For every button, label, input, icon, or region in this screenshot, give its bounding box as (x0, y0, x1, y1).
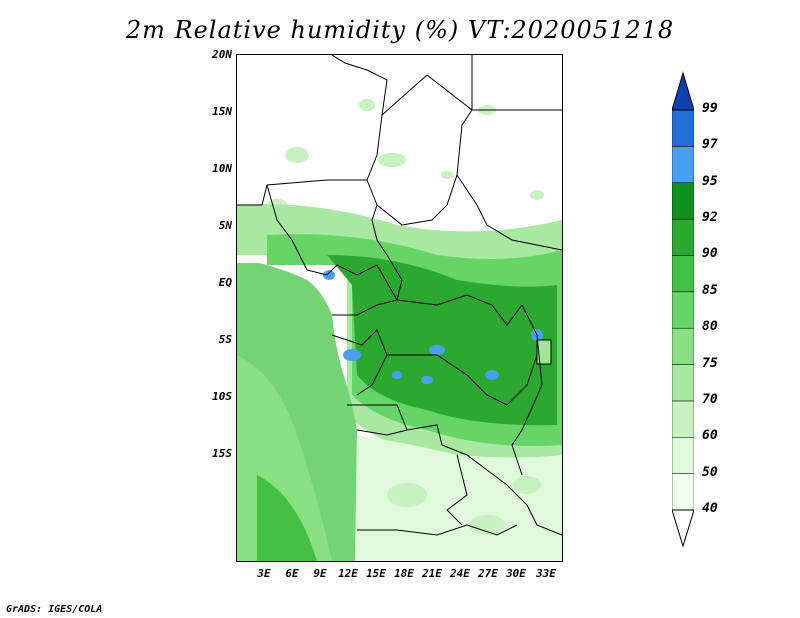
colorbar-upper-arrow (672, 71, 694, 111)
colorbar-label-95: 95 (702, 173, 718, 189)
colorbar-segment (672, 109, 694, 147)
lon-label-15e: 15E (366, 567, 386, 580)
map-panel (236, 54, 563, 562)
colorbar-segment (672, 437, 694, 474)
lat-label-5n: 5N (218, 219, 232, 232)
colorbar-segment (672, 327, 694, 365)
colorbar-segment (672, 400, 694, 438)
lon-label-27e: 27E (478, 567, 498, 580)
colorbar-segment (672, 255, 694, 293)
colorbar-label-50: 50 (702, 464, 718, 480)
lon-label-18e: 18E (394, 567, 414, 580)
lon-label-21e: 21E (422, 567, 442, 580)
northern-humidity-patches (267, 99, 544, 211)
lon-label-33e: 33E (536, 567, 556, 580)
lon-label-3e: 3E (257, 567, 271, 580)
colorbar-label-60: 60 (702, 428, 718, 444)
lat-label-15n: 15N (212, 105, 232, 118)
lat-label-15s: 15S (212, 447, 232, 460)
humid-belt-core (327, 255, 557, 426)
lat-label-eq: EQ (218, 276, 232, 289)
colorbar-segment (672, 146, 694, 183)
colorbar-label-85: 85 (702, 282, 718, 298)
colorbar-segment (672, 473, 694, 511)
humidity-map (237, 55, 562, 561)
colorbar (672, 71, 694, 548)
colorbar-label-99: 99 (702, 101, 718, 116)
colorbar-segment (672, 291, 694, 329)
saturated-spots (323, 270, 543, 384)
colorbar-segments (672, 109, 694, 511)
colorbar-label-70: 70 (702, 391, 718, 407)
colorbar-label-80: 80 (702, 319, 718, 335)
lat-label-20n: 20N (212, 48, 232, 61)
southern-dry-land (355, 435, 562, 561)
lon-label-30e: 30E (506, 567, 526, 580)
colorbar-label-40: 40 (702, 501, 718, 516)
colorbar-segment (672, 218, 694, 256)
map-title: 2m Relative humidity (%) VT:2020051218 (125, 16, 675, 44)
lake-victoria (536, 339, 552, 365)
lat-label-10n: 10N (212, 162, 232, 175)
lat-label-5s: 5S (218, 333, 232, 346)
colorbar-segment (672, 182, 694, 220)
colorbar-segment (672, 364, 694, 402)
lat-label-10s: 10S (212, 390, 232, 403)
country-borders (237, 55, 562, 536)
lon-label-6e: 6E (285, 567, 299, 580)
colorbar-lower-arrow (672, 509, 694, 548)
lon-label-12e: 12E (338, 567, 358, 580)
lon-label-24e: 24E (450, 567, 470, 580)
colorbar-label-92: 92 (702, 210, 718, 226)
southern-patches (387, 476, 541, 535)
colorbar-label-90: 90 (702, 246, 718, 262)
credit-label: GrADS: IGES/COLA (6, 604, 103, 615)
colorbar-label-75: 75 (702, 355, 718, 371)
colorbar-label-97: 97 (702, 137, 718, 153)
lon-label-9e: 9E (313, 567, 327, 580)
ocean-shade-2 (257, 475, 317, 561)
